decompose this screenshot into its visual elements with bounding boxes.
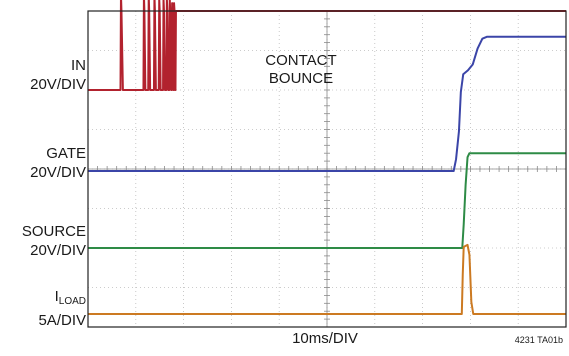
- gate-label: GATE: [46, 145, 86, 162]
- traces: [88, 0, 566, 315]
- annotation-line-1: CONTACT: [265, 52, 337, 69]
- x-axis-label: 10ms/DIV: [292, 330, 358, 347]
- trace-iload: [88, 243, 566, 315]
- source-scale-label: 20V/DIV: [30, 242, 86, 259]
- in-scale-label: 20V/DIV: [30, 76, 86, 93]
- in-channel-label: IN 20V/DIV: [30, 56, 86, 94]
- gate-channel-label: GATE 20V/DIV: [30, 144, 86, 182]
- plot-frame: [87, 10, 567, 328]
- source-label: SOURCE: [21, 223, 86, 240]
- iload-label-base: I: [54, 288, 59, 305]
- gate-scale-label: 20V/DIV: [30, 164, 86, 181]
- contact-bounce-annotation: CONTACT BOUNCE: [262, 52, 340, 88]
- iload-label: ILOAD: [38, 287, 86, 311]
- trace-in: [88, 0, 566, 91]
- iload-label-sub: LOAD: [58, 296, 86, 307]
- in-label: IN: [71, 57, 86, 74]
- trace-gate: [88, 35, 566, 172]
- trace-source: [88, 152, 566, 249]
- iload-scale-label: 5A/DIV: [38, 312, 86, 329]
- annotation-line-2: BOUNCE: [268, 70, 334, 87]
- source-channel-label: SOURCE 20V/DIV: [22, 222, 86, 260]
- figure-id: 4231 TA01b: [514, 335, 563, 345]
- iload-channel-label: ILOAD 5A/DIV: [38, 287, 86, 330]
